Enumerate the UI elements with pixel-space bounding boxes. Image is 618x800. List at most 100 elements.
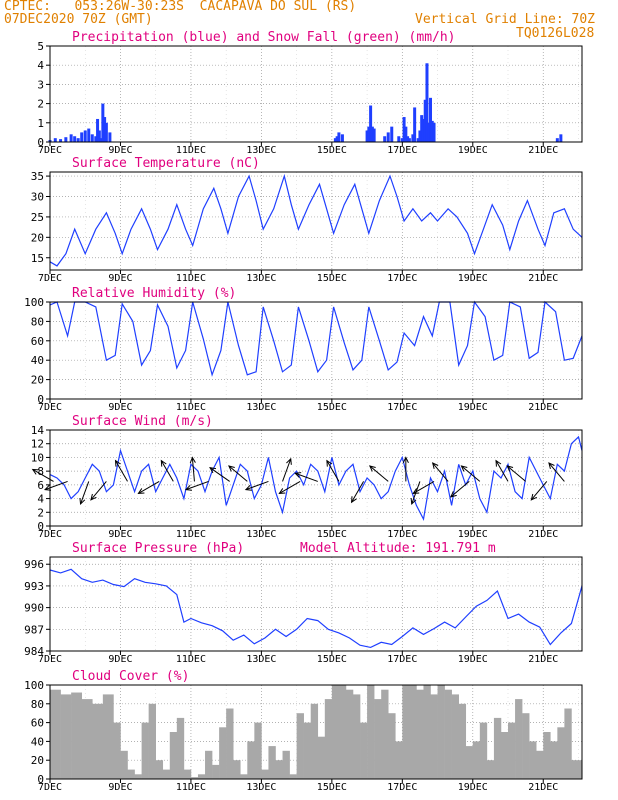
wind-arrow — [90, 481, 107, 501]
x-tick-label: 7DEC — [38, 145, 62, 156]
precip-bar — [411, 134, 415, 142]
cloud-bar — [564, 708, 572, 779]
y-tick-label: 100 — [24, 679, 44, 692]
panel-frame — [49, 45, 583, 143]
precip-bar — [429, 97, 433, 142]
cloud-bar — [212, 764, 220, 779]
wind-arrowhead — [43, 484, 52, 491]
y-tick-label: 8 — [37, 465, 44, 478]
cloud-bar — [402, 685, 410, 779]
header-location: CPTEC: 053:26W-30:23S CACAPAVA DO SUL (R… — [4, 0, 357, 14]
precip-bar — [404, 126, 408, 142]
cloud-bar — [113, 722, 121, 779]
panel-frame — [49, 171, 583, 271]
wind-arrowhead — [79, 497, 86, 506]
cloud-bar — [233, 760, 241, 779]
cloud-bar — [479, 722, 488, 779]
cloud-bar — [550, 741, 558, 779]
precip-bar — [425, 63, 429, 142]
precip-bar — [413, 107, 417, 142]
wind-arrowhead — [410, 497, 417, 506]
x-tick-label: 21DEC — [528, 402, 558, 413]
precip-bar — [101, 103, 105, 142]
x-tick-label: 11DEC — [176, 782, 206, 793]
x-tick-label: 13DEC — [246, 145, 276, 156]
wind-arrow — [228, 465, 248, 482]
x-tick-label: 11DEC — [176, 654, 206, 665]
y-tick-label: 80 — [31, 315, 44, 328]
wind-arrow — [44, 480, 68, 491]
panel-title: Precipitation (blue) and Snow Fall (gree… — [72, 30, 456, 45]
panel-frame — [49, 429, 583, 527]
y-tick-label: 4 — [37, 59, 44, 72]
y-tick-label: 0 — [37, 136, 44, 149]
cloud-bar — [536, 750, 544, 779]
wind-arrowhead — [326, 459, 333, 467]
precip-bar — [432, 122, 436, 142]
cloud-bar — [522, 713, 530, 779]
wind-arrowhead — [31, 468, 39, 475]
panel-title: Surface Pressure (hPa) — [72, 541, 244, 556]
precip-bar — [80, 132, 84, 142]
cloud-bar — [303, 722, 312, 779]
y-tick-label: 5 — [37, 40, 44, 53]
y-tick-label: 100 — [24, 296, 44, 309]
panel-temp — [46, 171, 583, 274]
y-tick-label: 60 — [31, 335, 44, 348]
wind-arrowhead — [495, 459, 502, 467]
cloud-bar — [465, 746, 474, 779]
precip-bar — [559, 134, 563, 142]
wind-arrow — [80, 481, 90, 505]
panel-press — [46, 556, 583, 655]
wind-arrowhead — [228, 465, 235, 472]
x-tick-label: 13DEC — [246, 782, 276, 793]
x-tick-label: 11DEC — [176, 273, 206, 284]
precip-bar — [335, 136, 339, 142]
cloud-bar — [169, 732, 178, 779]
x-tick-label: 11DEC — [176, 145, 206, 156]
precip-bar — [337, 132, 341, 142]
cloud-bar — [155, 760, 164, 779]
rh-line — [49, 300, 583, 377]
cloud-bar — [148, 703, 156, 779]
wind-arrow — [326, 460, 340, 482]
y-tick-label: 990 — [24, 602, 44, 615]
cloud-bar — [183, 769, 192, 779]
wind-arrow — [209, 467, 230, 482]
header-date: 07DEC2020 70Z (GMT) — [4, 12, 153, 27]
y-tick-label: 2 — [37, 506, 44, 519]
precip-bar — [94, 136, 98, 142]
cloud-bar — [331, 685, 340, 779]
cloud-bar — [493, 717, 502, 779]
wind-arrow — [450, 481, 470, 498]
wind-arrow — [245, 480, 269, 491]
y-tick-label: 35 — [31, 170, 44, 183]
x-tick-label: 15DEC — [317, 782, 347, 793]
precip-bar — [64, 137, 68, 142]
x-tick-label: 9DEC — [108, 529, 132, 540]
precip-bar — [333, 138, 337, 142]
cloud-bar — [176, 717, 185, 779]
y-tick-label: 40 — [31, 354, 44, 367]
cloud-bar — [395, 741, 403, 779]
x-tick-label: 21DEC — [528, 654, 558, 665]
x-tick-label: 21DEC — [528, 529, 558, 540]
y-tick-label: 6 — [37, 479, 44, 492]
cloud-bar — [71, 692, 83, 779]
panel-title: Relative Humidity (%) — [72, 286, 236, 301]
x-tick-label: 7DEC — [38, 402, 62, 413]
wind-arrow — [295, 472, 318, 482]
precip-bar — [369, 105, 373, 142]
cloud-bar — [416, 689, 424, 779]
cloud-bar — [458, 703, 467, 779]
precip-bar — [402, 117, 406, 142]
cloud-bar — [367, 685, 375, 779]
panel-title: Surface Temperature (nC) — [72, 156, 260, 171]
wind-arrowhead — [412, 488, 420, 495]
precip-bar — [406, 136, 410, 142]
cloud-bar — [60, 694, 72, 779]
wind-arrow — [412, 480, 435, 494]
cloud-bar — [226, 708, 234, 779]
y-tick-label: 20 — [31, 374, 44, 387]
precip-bar — [96, 118, 100, 142]
